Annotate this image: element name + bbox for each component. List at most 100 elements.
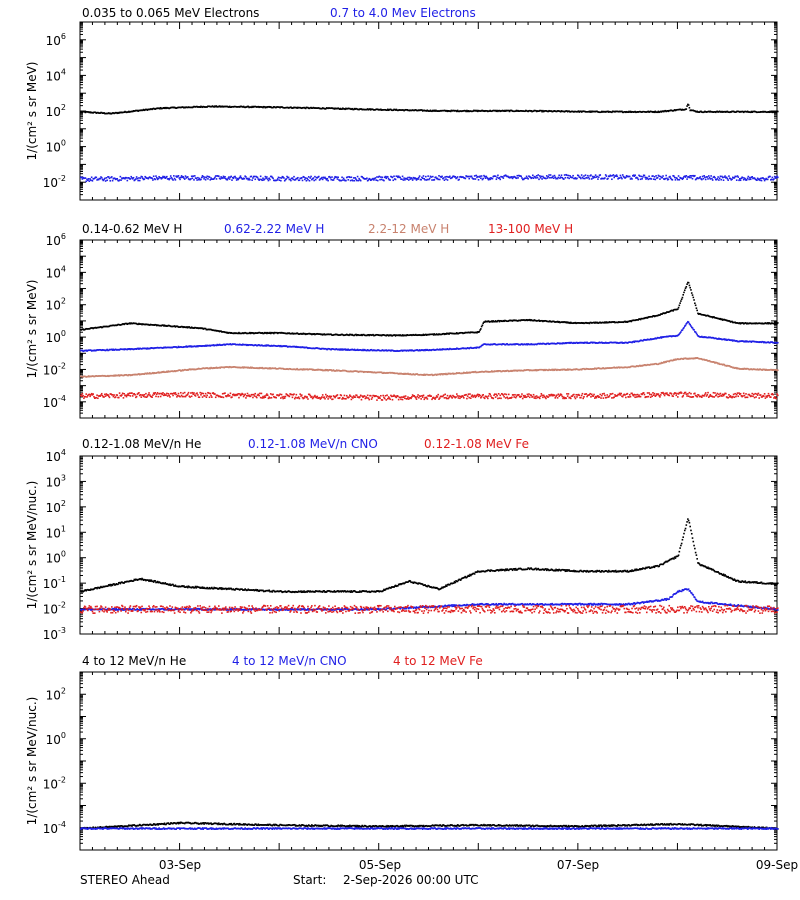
- data-point: [646, 317, 649, 319]
- data-point: [577, 110, 580, 112]
- data-point: [148, 372, 150, 375]
- data-point: [480, 328, 482, 330]
- data-point: [621, 174, 624, 176]
- data-point: [545, 177, 547, 180]
- data-point: [467, 175, 470, 178]
- data-point: [227, 177, 229, 180]
- data-point: [135, 178, 137, 180]
- data-point: [590, 178, 593, 180]
- data-point: [157, 177, 160, 180]
- data-point: [179, 178, 181, 181]
- data-point: [676, 177, 678, 180]
- data-point: [240, 177, 243, 179]
- data-point: [520, 175, 522, 178]
- data-point: [105, 177, 108, 179]
- data-point: [477, 178, 480, 181]
- data-point: [680, 298, 683, 301]
- data-point: [770, 110, 773, 113]
- data-point: [657, 110, 660, 113]
- data-point: [387, 108, 389, 111]
- data-point: [495, 178, 498, 181]
- data-point: [462, 372, 464, 375]
- data-point: [379, 178, 381, 181]
- data-point: [566, 176, 569, 179]
- data-point: [504, 174, 507, 177]
- data-point: [423, 177, 426, 180]
- data-point: [549, 176, 551, 179]
- data-point: [199, 106, 201, 109]
- data-point: [172, 179, 174, 181]
- data-point: [407, 179, 410, 181]
- data-point: [252, 177, 254, 179]
- data-point: [749, 178, 752, 181]
- y-tick-label: 106: [46, 32, 66, 48]
- data-point: [773, 175, 776, 178]
- data-point: [94, 111, 97, 114]
- data-point: [414, 177, 416, 179]
- data-point: [168, 178, 170, 181]
- data-point: [680, 300, 682, 302]
- data-point: [130, 175, 132, 178]
- data-point: [683, 175, 686, 178]
- data-point: [618, 177, 621, 179]
- data-point: [560, 174, 563, 177]
- data-point: [710, 175, 712, 177]
- data-point: [772, 111, 774, 114]
- data-point: [545, 175, 548, 177]
- data-point: [412, 176, 415, 179]
- data-point: [470, 175, 473, 178]
- y-tick-label: 100: [46, 139, 66, 155]
- data-point: [224, 176, 226, 178]
- data-point: [599, 174, 602, 176]
- data-point: [128, 177, 130, 179]
- data-point: [421, 176, 423, 179]
- data-point: [204, 327, 207, 330]
- data-point: [491, 321, 494, 323]
- data-point: [551, 368, 553, 371]
- data-point: [426, 178, 429, 181]
- data-point: [287, 176, 290, 179]
- data-point: [719, 317, 722, 320]
- data-point: [738, 179, 740, 182]
- data-point: [482, 322, 484, 325]
- data-point: [733, 177, 736, 179]
- data-point: [625, 176, 627, 179]
- data-point: [696, 333, 698, 336]
- data-point: [552, 177, 555, 180]
- data-point: [777, 110, 779, 113]
- data-point: [238, 177, 240, 180]
- data-point: [719, 175, 722, 178]
- data-point: [756, 177, 759, 180]
- data-point: [662, 175, 664, 177]
- data-point: [375, 179, 377, 181]
- data-point: [484, 177, 487, 180]
- data-point: [561, 176, 564, 179]
- data-point: [247, 178, 250, 181]
- data-point: [431, 373, 433, 376]
- data-point: [759, 177, 762, 180]
- data-point: [580, 174, 583, 176]
- data-point: [640, 175, 643, 178]
- data-point: [206, 175, 208, 178]
- data-point: [262, 177, 264, 180]
- data-point: [132, 176, 135, 179]
- data-point: [717, 176, 719, 178]
- data-point: [758, 178, 760, 180]
- data-point: [362, 348, 364, 351]
- data-point: [658, 175, 660, 177]
- data-point: [659, 175, 662, 178]
- data-point: [265, 345, 267, 347]
- data-point: [131, 177, 133, 179]
- data-point: [372, 177, 374, 180]
- data-point: [536, 176, 539, 179]
- data-point: [270, 175, 273, 178]
- data-point: [418, 175, 421, 177]
- data-point: [171, 178, 174, 180]
- data-point: [742, 178, 745, 181]
- data-point: [350, 176, 353, 179]
- data-point: [582, 177, 584, 180]
- data-point: [119, 175, 122, 178]
- data-point: [465, 110, 467, 113]
- data-point: [656, 176, 659, 179]
